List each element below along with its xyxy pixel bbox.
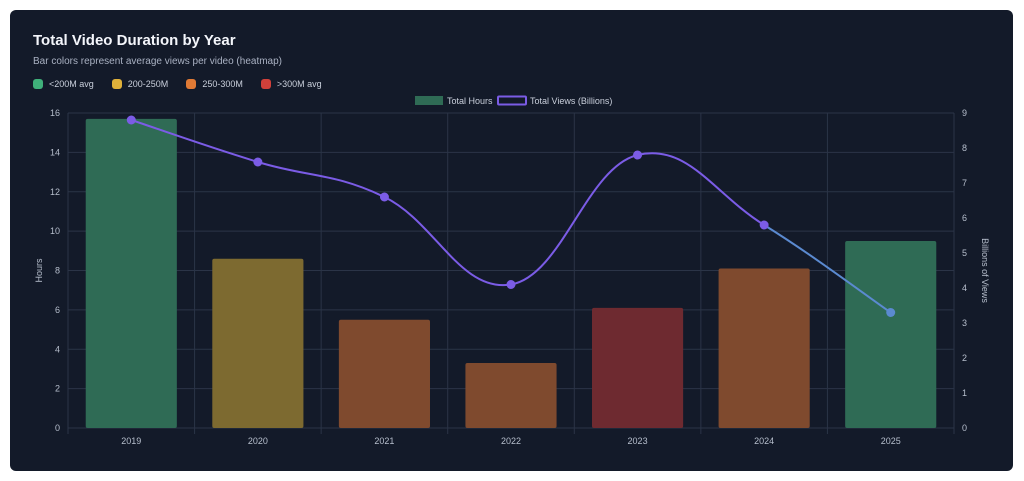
point-total-views-2023: [633, 150, 643, 160]
line-total-views: [130, 119, 765, 287]
x-tick-label: 2020: [248, 436, 268, 446]
legend-label-total-views: Total Views (Billions): [530, 96, 612, 106]
heat-legend-swatch-top: [260, 79, 271, 89]
bar-total-hours-2019: [85, 118, 177, 428]
y-tick-label: 2: [55, 384, 60, 394]
heat-legend-item-top[interactable]: >300M avg: [260, 79, 322, 89]
chart-card: Total Video Duration by Year Bar colors …: [10, 10, 1013, 471]
point-total-views-2020: [253, 157, 263, 167]
x-tick-label: 2025: [881, 436, 901, 446]
x-tick-label: 2024: [754, 436, 774, 446]
y-axis-title: Hours: [34, 258, 44, 283]
heat-legend-item-high[interactable]: 250-300M: [186, 79, 243, 89]
heat-legend-label-mid: 200-250M: [127, 79, 169, 89]
heat-legend-swatch-low: [33, 79, 43, 89]
y-tick-label: 8: [55, 266, 60, 276]
heat-legend-label-high: 250-300M: [202, 79, 243, 89]
x-tick-label: 2019: [121, 436, 141, 446]
y2-axis-title: Billions of Views: [980, 238, 990, 303]
y2-tick-label: 1: [962, 388, 967, 398]
heat-legend-item-mid[interactable]: 200-250M: [111, 79, 169, 89]
y-tick-label: 14: [50, 147, 60, 157]
y-tick-label: 12: [50, 187, 60, 197]
y2-tick-label: 8: [962, 143, 967, 153]
heat-legend-item-low[interactable]: <200M avg: [33, 79, 94, 89]
legend-swatch-total-hours: [415, 96, 443, 105]
heat-legend-swatch-high: [186, 79, 197, 89]
bar-total-hours-2025: [845, 240, 937, 428]
y-tick-label: 0: [55, 423, 60, 433]
point-total-views-2019: [126, 115, 136, 125]
point-total-views-2024: [759, 220, 769, 230]
bar-total-hours-2020: [212, 258, 304, 428]
heat-legend-label-top: >300M avg: [276, 79, 322, 89]
point-total-views-2025: [886, 308, 896, 317]
y-tick-label: 4: [55, 344, 60, 354]
point-total-views-2022: [506, 280, 516, 289]
x-tick-label: 2021: [374, 436, 394, 446]
y-tick-label: 10: [50, 226, 60, 236]
legend-label-total-hours: Total Hours: [447, 96, 493, 106]
chart-subtitle: Bar colors represent average views per v…: [33, 56, 283, 67]
heat-legend-swatch-mid: [111, 79, 122, 89]
chart-title: Total Video Duration by Year: [33, 32, 236, 49]
y2-tick-label: 0: [962, 423, 967, 433]
x-tick-label: 2023: [628, 436, 648, 446]
y-tick-label: 16: [50, 108, 60, 118]
heatmap-legend: <200M avg 200-250M 250-300M >300M avg: [33, 79, 322, 89]
y2-tick-label: 5: [962, 248, 967, 258]
bar-total-hours-2024: [718, 268, 810, 428]
y2-tick-label: 6: [962, 213, 967, 223]
bar-total-hours-2021: [338, 319, 430, 428]
line-total-views-tail: [763, 224, 892, 314]
bar-total-hours-2022: [465, 363, 557, 428]
y2-tick-label: 4: [962, 283, 967, 293]
x-tick-label: 2022: [501, 436, 521, 446]
y2-tick-label: 3: [962, 318, 967, 328]
bar-total-hours-2023: [592, 307, 684, 428]
legend-swatch-total-views: [497, 95, 527, 106]
y-tick-label: 6: [55, 305, 60, 315]
y2-tick-label: 2: [962, 353, 967, 363]
y2-tick-label: 7: [962, 178, 967, 188]
y2-tick-label: 9: [962, 108, 967, 118]
point-total-views-2021: [379, 192, 389, 202]
heat-legend-label-low: <200M avg: [49, 79, 94, 89]
